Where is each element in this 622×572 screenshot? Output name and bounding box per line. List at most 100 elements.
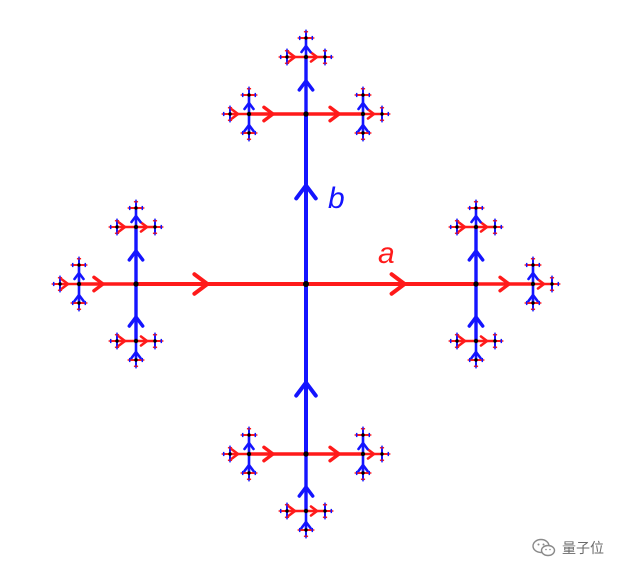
arrow-11 (457, 335, 467, 347)
vertex-4 (493, 225, 497, 229)
arrow-19 (139, 221, 149, 233)
vertex-42 (360, 451, 366, 457)
vertex-49 (304, 528, 308, 532)
vertex-51 (303, 451, 309, 457)
vertex-50 (303, 508, 309, 514)
generator-a-label: a (378, 237, 395, 270)
vertex-6 (474, 206, 478, 210)
watermark-text: 量子位 (562, 541, 604, 557)
arrow-15 (60, 278, 70, 290)
vertex-11 (473, 338, 479, 344)
vertex-32 (247, 131, 251, 135)
vertex-15 (77, 301, 81, 305)
arrow-9 (467, 315, 485, 328)
arrow-5 (467, 249, 485, 262)
arrow-14 (92, 275, 105, 293)
arrow-51 (300, 520, 312, 530)
arrow-2 (536, 278, 546, 290)
vertex-1 (531, 263, 535, 267)
arrow-28 (366, 108, 376, 120)
vertex-33 (246, 111, 252, 117)
arrow-6 (479, 221, 489, 233)
arrow-3 (527, 271, 539, 281)
vertex-24 (133, 338, 139, 344)
arrow-37 (287, 51, 297, 63)
vertex-28 (361, 131, 365, 135)
arrow-17 (73, 293, 85, 303)
arrow-25 (130, 350, 142, 360)
graph-arrows (60, 44, 546, 530)
arrow-18 (127, 249, 145, 262)
wechat-icon (532, 538, 556, 557)
arrow-26 (294, 183, 318, 201)
watermark: 量子位 (532, 538, 604, 558)
vertex-8 (493, 339, 497, 343)
graph-vertices (58, 36, 554, 532)
vertex-36 (304, 36, 308, 40)
vertex-38 (303, 111, 309, 117)
arrow-29 (357, 101, 369, 111)
arrow-45 (230, 448, 240, 460)
arrow-47 (243, 463, 255, 473)
vertex-29 (360, 111, 366, 117)
arrow-49 (309, 505, 319, 517)
vertex-0 (550, 282, 554, 286)
arrow-31 (262, 105, 275, 123)
vertex-40 (361, 433, 365, 437)
arrow-42 (357, 441, 369, 451)
vertex-31 (247, 93, 251, 97)
vertex-18 (115, 225, 119, 229)
arrow-33 (243, 101, 255, 111)
generator-b-label: b (328, 182, 345, 215)
arrow-48 (297, 485, 315, 498)
vertex-22 (115, 339, 119, 343)
vertex-14 (77, 263, 81, 267)
vertex-30 (228, 112, 232, 116)
vertex-13 (58, 282, 62, 286)
vertex-52 (303, 281, 309, 287)
arrow-36 (309, 51, 319, 63)
arrow-24 (117, 335, 127, 347)
arrow-43 (357, 463, 369, 473)
vertex-26 (380, 112, 384, 116)
vertex-21 (153, 339, 157, 343)
arrow-40 (328, 445, 341, 463)
vertex-47 (323, 509, 327, 513)
vertex-43 (228, 452, 232, 456)
vertex-39 (380, 452, 384, 456)
vertex-48 (285, 509, 289, 513)
vertex-10 (474, 358, 478, 362)
vertex-20 (133, 224, 139, 230)
arrow-4 (527, 293, 539, 303)
arrow-12 (470, 350, 482, 360)
vertex-27 (361, 93, 365, 97)
arrow-35 (297, 79, 315, 92)
arrow-10 (479, 335, 489, 347)
vertex-16 (76, 281, 82, 287)
vertex-3 (530, 281, 536, 287)
arrow-50 (287, 505, 297, 517)
arrow-7 (457, 221, 467, 233)
vertex-12 (473, 281, 479, 287)
arrow-30 (357, 123, 369, 133)
arrow-41 (366, 448, 376, 460)
vertex-17 (153, 225, 157, 229)
vertex-7 (473, 224, 479, 230)
arrow-44 (262, 445, 275, 463)
arrow-22 (127, 315, 145, 328)
vertex-23 (134, 358, 138, 362)
arrow-16 (73, 271, 85, 281)
vertex-34 (323, 55, 327, 59)
arrow-23 (139, 335, 149, 347)
vertex-35 (285, 55, 289, 59)
arrow-46 (243, 441, 255, 451)
arrow-34 (243, 123, 255, 133)
arrow-8 (470, 214, 482, 224)
vertex-41 (361, 471, 365, 475)
arrow-0 (389, 272, 407, 296)
vertex-45 (247, 471, 251, 475)
arrow-38 (300, 44, 312, 54)
vertex-19 (134, 206, 138, 210)
vertex-9 (455, 339, 459, 343)
